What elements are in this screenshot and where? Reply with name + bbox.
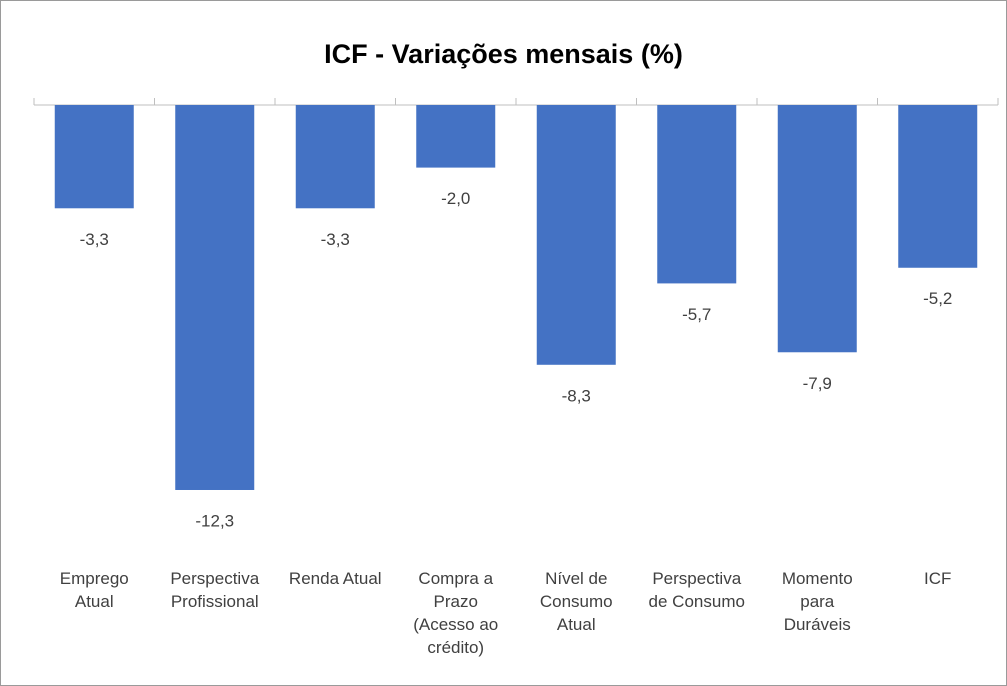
x-tick-label: Momento para Duráveis [781,569,853,634]
chart-title: ICF - Variações mensais (%) [324,39,683,69]
data-label: -12,3 [195,511,234,530]
x-tick-label: Perspectiva Profissional [170,569,260,611]
data-label: -2,0 [441,189,470,208]
bar [416,105,496,168]
data-label: -5,2 [923,289,952,308]
x-tick-label: Renda Atual [288,569,382,588]
x-tick-label: Perspectiva de Consumo [648,569,745,611]
bar [536,105,616,365]
x-tick-label: Emprego Atual [59,569,129,611]
data-label: -3,3 [321,230,350,249]
bar [54,105,134,209]
bar [777,105,857,353]
x-tick-label: ICF [924,569,952,588]
bar [295,105,375,209]
data-label: -5,7 [682,305,711,324]
data-label: -7,9 [803,374,832,393]
bar [657,105,737,284]
data-label: -3,3 [80,230,109,249]
data-label: -8,3 [562,386,591,405]
bar [898,105,978,268]
bar [175,105,255,490]
x-tick-label: Compra a Prazo (Acesso ao crédito) [413,569,499,657]
x-tick-label: Nível de Consumo Atual [539,569,613,634]
